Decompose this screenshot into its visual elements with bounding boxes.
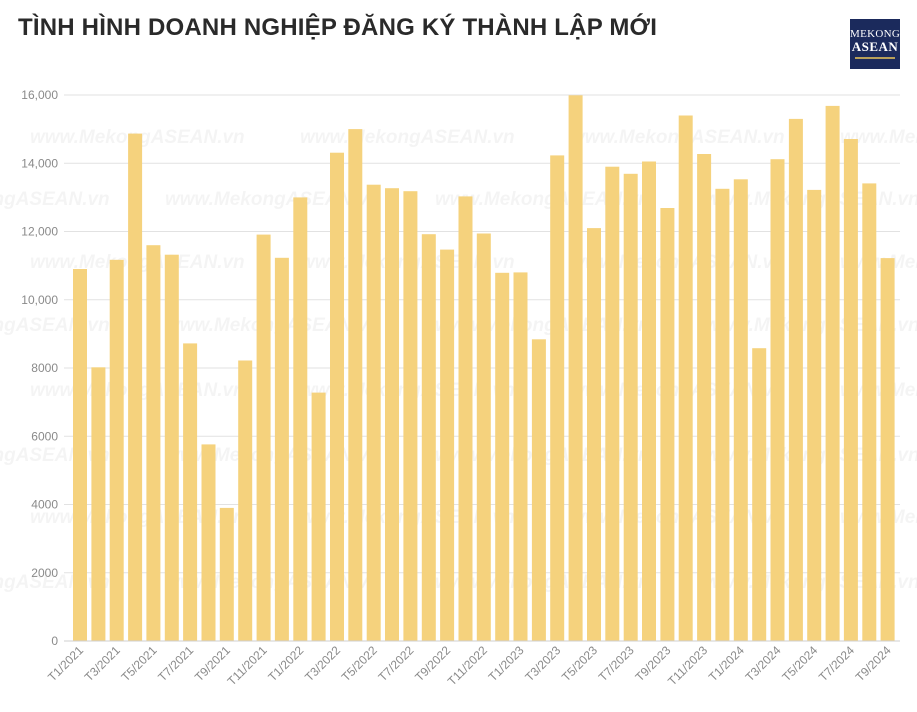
watermark-text: www.MekongASEAN.vn: [570, 380, 785, 401]
bar: [678, 115, 693, 641]
bar: [183, 343, 198, 641]
bar: [421, 234, 436, 641]
x-tick-label: T11/2021: [225, 643, 270, 688]
bar: [238, 360, 253, 641]
x-tick-label: T11/2023: [665, 643, 710, 688]
bar: [715, 188, 730, 642]
bar: [733, 179, 748, 642]
bar: [256, 234, 271, 641]
y-tick-label: 2000: [31, 566, 58, 580]
watermark-text: www.MekongASEAN.vn: [0, 189, 110, 210]
x-tick-label: T3/2021: [82, 643, 123, 684]
x-tick-label: T1/2024: [706, 643, 747, 684]
bar: [385, 188, 399, 641]
bar: [348, 129, 363, 641]
bar: [293, 197, 308, 641]
bar: [146, 245, 161, 641]
bar: [201, 444, 216, 641]
bar: [109, 259, 124, 641]
bar: [788, 118, 803, 641]
bar: [164, 254, 179, 641]
bar: [476, 233, 491, 641]
bar: [513, 272, 528, 641]
bar: [219, 507, 234, 641]
x-tick-label: T5/2024: [779, 643, 820, 684]
logo-line2: ASEAN: [851, 39, 899, 54]
x-axis: T1/2021T3/2021T5/2021T7/2021T9/2021T11/2…: [45, 640, 900, 688]
x-tick-label: T5/2023: [559, 643, 600, 684]
bar: [73, 269, 87, 641]
watermark-text: www.MekongASEAN.vn: [165, 445, 380, 466]
watermark-text: www.MekongASEAN.vn: [165, 315, 380, 336]
watermark-text: www.MekongASEAN.vn: [435, 189, 650, 210]
bar: [330, 152, 344, 641]
bar: [366, 184, 381, 641]
bar: [550, 155, 565, 641]
y-tick-label: 16,000: [21, 88, 58, 102]
bar: [531, 339, 546, 641]
y-tick-label: 12,000: [21, 225, 58, 239]
mekong-asean-logo: MEKONG ASEAN: [850, 19, 900, 69]
bar: [495, 272, 510, 641]
bar: [770, 159, 785, 641]
watermark-text: www.MekongASEAN.vn: [300, 127, 515, 148]
bar: [843, 139, 858, 641]
bars: [73, 95, 895, 642]
watermark-text: www.MekongASEAN.vn: [840, 507, 917, 528]
watermark-text: www.MekongASEAN.vn: [570, 127, 785, 148]
logo-underline: [855, 57, 895, 59]
y-tick-label: 10,000: [21, 293, 58, 307]
y-tick-label: 14,000: [21, 156, 58, 170]
watermark-text: www.MekongASEAN.vn: [570, 507, 785, 528]
watermark-text: www.MekongASEAN.vn: [165, 572, 380, 593]
bar: [880, 258, 895, 641]
x-tick-label: T7/2023: [596, 643, 637, 684]
bar: [825, 105, 840, 641]
x-tick-label: T3/2022: [302, 643, 343, 684]
chart-title: TÌNH HÌNH DOANH NGHIỆP ĐĂNG KÝ THÀNH LẬP…: [18, 14, 658, 41]
watermark-text: www.MekongASEAN.vn: [840, 252, 917, 273]
y-tick-label: 8000: [31, 361, 58, 375]
bar: [587, 228, 601, 641]
bar: [642, 161, 656, 641]
y-axis: 0 2000 4000 6000 8000 10,000 12,000 14,000 16,00…: [21, 88, 58, 648]
x-tick-label: T3/2024: [743, 643, 784, 684]
bar: [311, 392, 326, 641]
bar: [403, 191, 418, 641]
x-tick-label: T7/2022: [375, 643, 416, 684]
y-tick-label: 4000: [31, 498, 58, 512]
x-tick-label: T1/2022: [265, 643, 306, 684]
x-tick-label: T5/2021: [118, 643, 159, 684]
x-tick-label: T11/2022: [445, 643, 490, 688]
logo-line1: MEKONG: [850, 28, 901, 40]
y-tick-label: 0: [51, 634, 58, 648]
bar: [605, 166, 620, 641]
x-tick-label: T7/2024: [816, 643, 857, 684]
watermark-text: www.MekongASEAN.vn: [570, 252, 785, 273]
bar: [807, 189, 822, 641]
bar: [458, 196, 473, 641]
bar: [274, 257, 289, 641]
bar: [128, 133, 143, 641]
x-tick-label: T1/2021: [45, 643, 86, 684]
x-tick-label: T7/2021: [155, 643, 196, 684]
bar: [91, 367, 106, 641]
bar: [697, 154, 712, 641]
bar: [660, 208, 675, 641]
watermark-text: www.MekongASEAN.vn: [840, 380, 917, 401]
bar: [862, 183, 877, 641]
y-tick-label: 6000: [31, 429, 58, 443]
bar: [440, 249, 455, 641]
x-tick-label: T3/2023: [522, 643, 563, 684]
watermark-text: www.MekongASEAN.vn: [0, 315, 110, 336]
x-tick-label: T5/2022: [339, 643, 380, 684]
x-tick-label: T9/2024: [853, 643, 894, 684]
bar: [568, 95, 583, 642]
watermark-text: www.MekongASEAN.vn: [165, 189, 380, 210]
watermark-text: www.MekongASEAN.vn: [840, 127, 917, 148]
x-tick-label: T1/2023: [486, 643, 527, 684]
bar: [623, 173, 638, 642]
bar: [752, 348, 767, 641]
